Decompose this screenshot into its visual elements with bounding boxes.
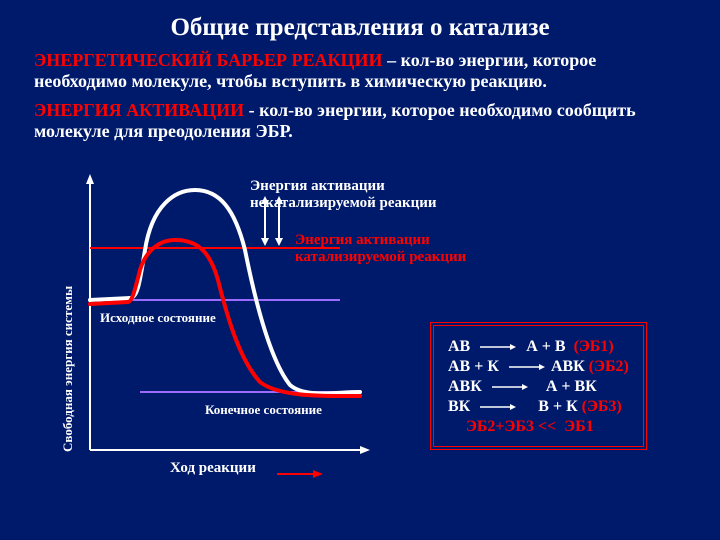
x-axis-arrow-icon [275, 468, 325, 480]
annotation-uncatalyzed: Энергия активации некатализируемой реакц… [250, 178, 480, 212]
page-title: Общие представления о катализе [0, 14, 720, 42]
para-energy-barrier: ЭНЕРГЕТИЧЕСКИЙ БАРЬЕР РЕАКЦИИ – кол-во э… [34, 50, 684, 92]
x-axis-label: Ход реакции [170, 460, 256, 477]
y-axis-label: Свободная энергия системы [60, 286, 76, 452]
para-activation-energy: ЭНЕРГИЯ АКТИВАЦИИ - кол-во энергии, кото… [34, 100, 684, 142]
annotation-final-state: Конечное состояние [205, 402, 322, 418]
annotation-catalyzed: Энергия активации катализируемой реакции [295, 232, 515, 266]
annotation-initial-state: Исходное состояние [100, 310, 216, 326]
reaction-scheme-box: АВ А + В (ЭБ1)АВ + К АВК (ЭБ2)АВК А + ВК… [430, 322, 647, 450]
